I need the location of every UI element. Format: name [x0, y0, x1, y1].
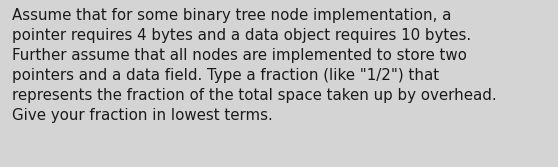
- Text: Assume that for some binary tree node implementation, a
pointer requires 4 bytes: Assume that for some binary tree node im…: [12, 8, 497, 123]
